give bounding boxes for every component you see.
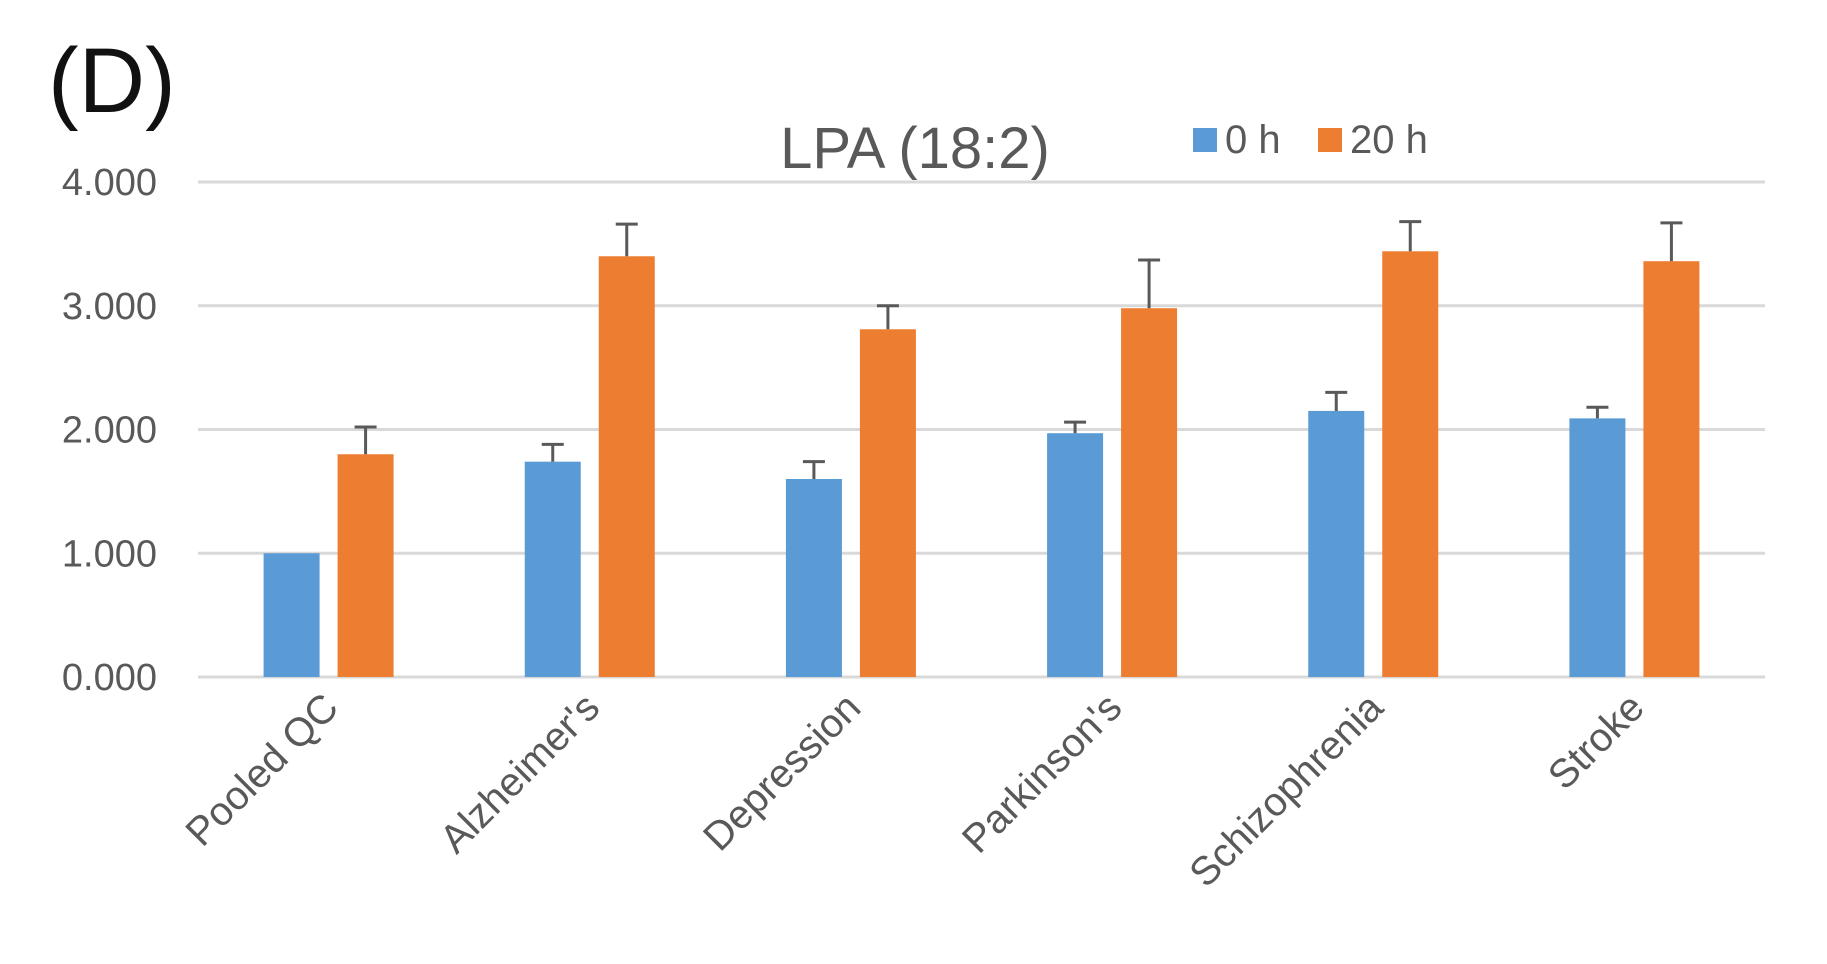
bar-20-h-depression (859, 329, 916, 677)
bar-20-h-schizophrenia (1382, 251, 1439, 678)
bar-0-h-alzheimer-s (524, 461, 581, 677)
y-tick-label: 4.000 (62, 162, 157, 204)
x-category-label: Parkinson's (954, 685, 1130, 861)
y-tick-label: 2.000 (62, 410, 157, 452)
bar-20-h-pooled-qc (337, 454, 394, 677)
bars (263, 251, 1700, 678)
bar-20-h-stroke (1643, 261, 1700, 677)
legend-label-20h: 20 h (1350, 118, 1428, 162)
bar-0-h-schizophrenia (1308, 410, 1365, 677)
legend-swatch-20h (1318, 128, 1342, 152)
x-category-label: Schizophrenia (1181, 685, 1392, 896)
y-axis-ticks: 0.000 1.000 2.000 3.000 4.000 (62, 162, 157, 699)
bar-20-h-alzheimer-s (598, 256, 655, 677)
legend-label-0h: 0 h (1225, 118, 1281, 162)
x-axis-labels: Pooled QC Alzheimer's Depression Parkinson'… (177, 685, 1652, 896)
x-category-label: Pooled QC (177, 685, 346, 854)
legend: 0 h 20 h (1193, 118, 1428, 162)
chart-title: LPA (18:2) (780, 116, 1050, 181)
bar-0-h-pooled-qc (263, 553, 320, 677)
legend-swatch-0h (1193, 128, 1217, 152)
gridlines (198, 180, 1765, 679)
x-category-label: Alzheimer's (432, 685, 608, 861)
bar-20-h-parkinson-s (1121, 308, 1178, 677)
error-bars (354, 220, 1683, 479)
y-tick-label: 1.000 (62, 533, 157, 575)
bar-0-h-parkinson-s (1047, 433, 1104, 677)
x-category-label: Stroke (1540, 685, 1653, 798)
x-category-label: Depression (695, 685, 869, 859)
panel-label: (D) (48, 30, 176, 132)
y-tick-label: 3.000 (62, 286, 157, 328)
bar-0-h-stroke (1569, 418, 1626, 677)
y-tick-label: 0.000 (62, 657, 157, 699)
bar-0-h-depression (785, 479, 842, 677)
